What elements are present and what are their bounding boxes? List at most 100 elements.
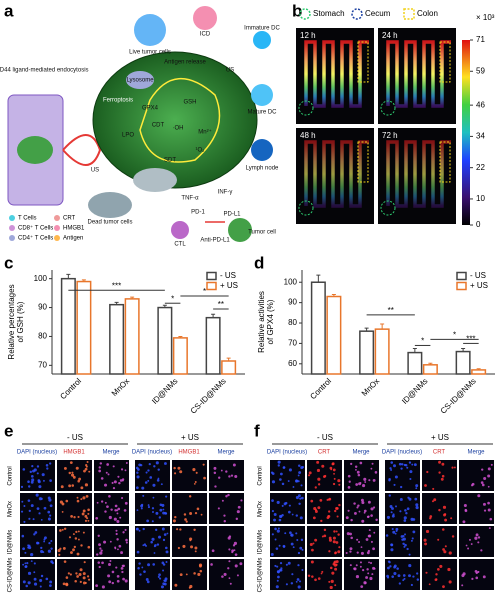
cell [71, 484, 75, 487]
cell [73, 545, 77, 549]
cell [200, 513, 203, 516]
colorbar-tick-label: 34 [476, 132, 485, 141]
cell [195, 471, 198, 474]
cell [480, 549, 483, 552]
schematic-label: ICD [200, 32, 211, 38]
micrograph [172, 493, 207, 524]
cell [309, 542, 313, 547]
micrograph [57, 526, 92, 557]
cell [461, 584, 464, 587]
cell [403, 516, 407, 520]
cell [372, 547, 375, 551]
cell [28, 509, 31, 512]
cell [100, 500, 104, 503]
panel-letter: d [254, 253, 264, 272]
cell [333, 530, 336, 533]
y-axis-label: Relative activities [257, 291, 266, 353]
cell [287, 480, 290, 483]
cell [337, 533, 340, 536]
cell [390, 543, 394, 547]
cell [22, 580, 26, 584]
cell [156, 543, 160, 546]
cell [432, 487, 435, 490]
cell [217, 507, 220, 510]
cell [104, 501, 107, 504]
legend-icon [9, 235, 15, 241]
legend-icon [351, 8, 363, 20]
schematic-label: Live tumor cells [129, 50, 171, 56]
cell [85, 495, 89, 498]
time-label: 72 h [382, 131, 398, 140]
cell [30, 475, 34, 478]
cell [323, 534, 327, 538]
cell [118, 544, 122, 548]
bar [374, 328, 390, 375]
cell [121, 570, 124, 574]
schematic-label: CD44 ligand-mediated endocytosis [0, 68, 89, 74]
error-bar [211, 313, 216, 318]
cell [347, 509, 350, 512]
schematic-label: LPO [122, 133, 134, 139]
x-tick-label: CS-ID@NMs [189, 377, 228, 416]
cell [433, 498, 437, 502]
cell [391, 507, 394, 510]
cell [84, 514, 88, 518]
cell [288, 504, 291, 507]
cell [296, 539, 299, 542]
cell [79, 568, 83, 572]
cell [137, 566, 140, 570]
group-label: - US [317, 433, 333, 442]
cell [162, 511, 165, 515]
cell [317, 577, 321, 580]
cell [65, 583, 69, 587]
cell [437, 538, 440, 541]
cell [113, 480, 117, 484]
cell [411, 463, 414, 466]
cell [281, 504, 284, 507]
bar [471, 369, 487, 375]
cell [295, 514, 298, 517]
cell [442, 528, 445, 531]
cell [28, 544, 31, 548]
cell [151, 520, 154, 523]
cell [349, 532, 352, 536]
cell [308, 471, 312, 475]
cell [35, 493, 39, 497]
cell [149, 476, 153, 479]
schematic-label: Anti-PD-L1 [200, 238, 230, 244]
cell [22, 468, 26, 471]
cell [106, 463, 109, 466]
micrograph [172, 460, 207, 491]
cell [357, 473, 361, 477]
cell [164, 577, 168, 581]
cell [76, 499, 80, 503]
cell [356, 538, 359, 541]
cell [63, 560, 67, 563]
legend-swatch [206, 281, 217, 291]
cell [223, 520, 226, 523]
legend-swatch [456, 271, 467, 281]
cell [45, 464, 49, 467]
cell [487, 474, 491, 478]
cell [360, 498, 364, 502]
cell [36, 541, 40, 545]
cell [110, 508, 113, 511]
cell [355, 483, 359, 486]
cell [326, 498, 329, 501]
cell [22, 563, 25, 566]
cell [273, 518, 276, 522]
cell [453, 466, 456, 469]
cell [332, 482, 336, 486]
cell [193, 572, 196, 575]
cell [111, 581, 114, 585]
cell [297, 551, 301, 555]
schematic-labels: Live tumor cells ICD Immature DC CD44 ligan… [0, 26, 281, 248]
cell [297, 464, 301, 468]
cell [120, 551, 124, 555]
panel-letter: c [4, 253, 13, 272]
cell [189, 539, 192, 542]
cell [413, 463, 417, 467]
cell [296, 578, 300, 581]
cell [163, 533, 167, 536]
cell [356, 506, 359, 509]
